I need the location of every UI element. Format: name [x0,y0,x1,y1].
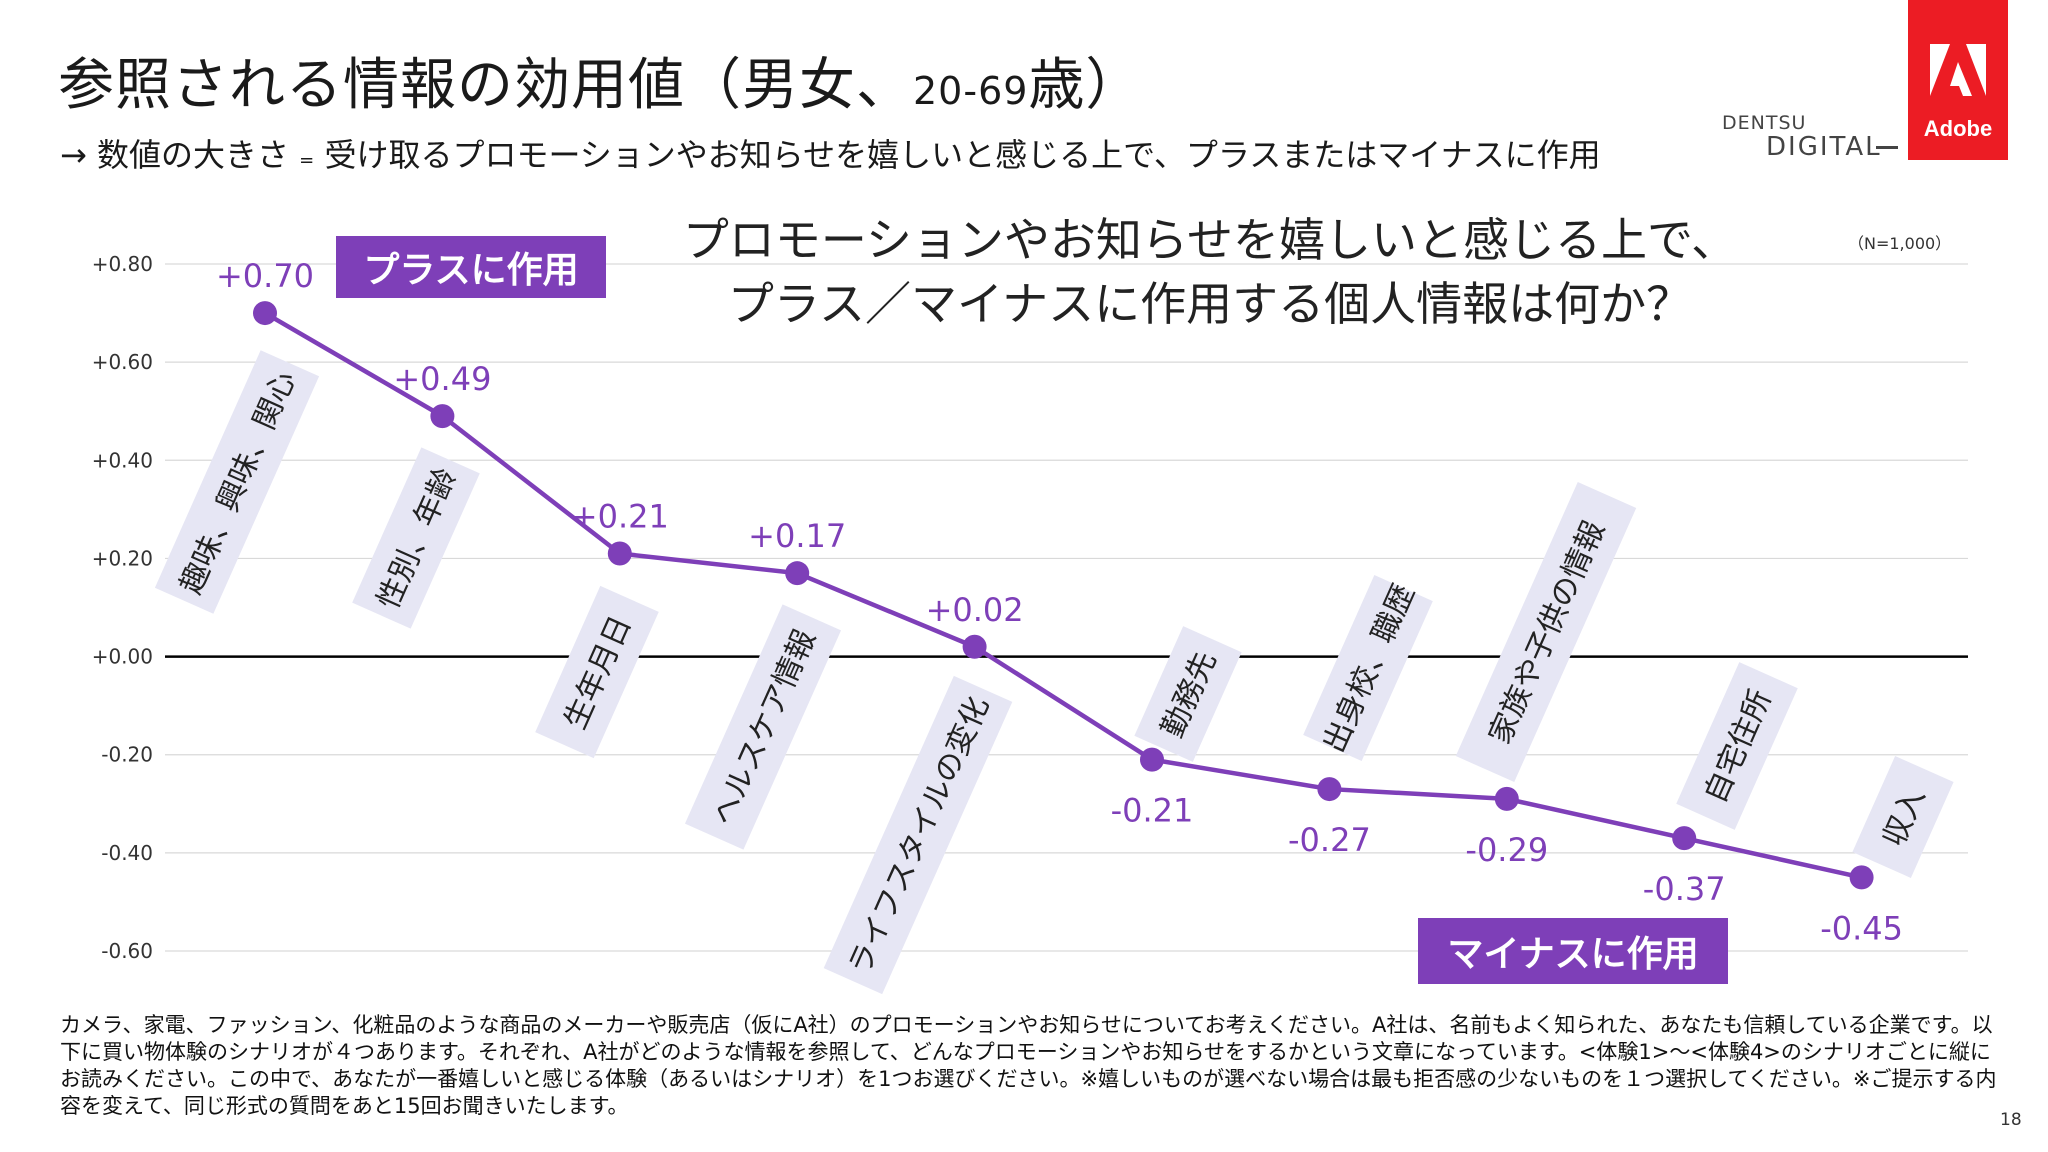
y-tick-label: +0.40 [92,448,153,472]
data-label: +0.49 [393,360,491,398]
data-label: -0.27 [1288,821,1371,859]
category-label-text: ライフスタイルの変化 [842,691,996,979]
category-label-box [1676,662,1798,830]
y-tick-label: +0.00 [92,645,153,669]
data-point [1672,826,1697,851]
data-point [785,561,810,586]
data-point [1317,777,1342,802]
dentsu-logo-line1: DENTSU [1722,112,1807,134]
series-line [263,311,1863,880]
title-age: 20-69 [913,69,1029,113]
data-label: -0.21 [1111,792,1194,830]
data-label: +0.21 [571,498,669,536]
arrow-icon: → [60,136,87,174]
category-label-box [1303,575,1433,761]
title-end: 歳） [1028,53,1143,118]
category-label: 趣味、興味、関心 [154,350,320,614]
category-label-box [823,675,1013,995]
y-tick-label: +0.60 [92,350,153,374]
data-point [962,634,987,659]
adobe-logo-label: Adobe [1923,116,1993,141]
data-point [430,404,455,429]
page-title: 参照される情報の効用値（男女、20-69歳） [58,40,1142,121]
y-tick-label: +0.20 [92,546,153,570]
category-label-box [1134,626,1242,762]
chart-heading: プロモーションやお知らせを嬉しいと感じる上で、 プラス／マイナスに作用する個人情… [560,208,1860,336]
utility-line-chart: +0.80 +0.60 +0.40 +0.20 +0.00 -0.20 -0.40 -0.60… [92,252,1968,995]
y-tick-label: -0.20 [101,743,153,767]
category-label: ヘルスケア情報 [684,604,842,850]
data-point [1494,786,1519,811]
data-label: +0.70 [216,257,314,295]
series-line-layer [253,301,1874,890]
y-tick-label: +0.80 [92,252,153,276]
data-label: -0.29 [1465,831,1548,869]
category-label: 出身校、職歴 [1303,575,1433,761]
category-label: 生年月日 [535,585,659,759]
data-point [1849,865,1874,890]
data-point [607,541,632,566]
data-point [1140,747,1164,772]
category-label-box [535,585,659,759]
category-label: ライフスタイルの変化 [823,675,1013,995]
dentsu-logo-line2: DIGITAL [1766,132,1882,162]
data-label: +0.02 [926,591,1024,629]
y-tick-label: -0.40 [101,841,153,865]
adobe-logo: Adobe [1908,0,2008,160]
category-label: 性別、年齢 [352,447,480,629]
subtitle: → 数値の大きさ = 受け取るプロモーションやお知らせを嬉しいと感じる上で、プラ… [60,130,1601,176]
category-label-box [1455,481,1637,783]
category-label-box [352,447,480,629]
plus-effect-tag: プラスに作用 [336,236,606,298]
subtitle-part-b: 受け取るプロモーションやお知らせを嬉しいと感じる上で、プラスまたはマイナスに作用 [324,136,1601,174]
category-label: 家族や子供の情報 [1455,481,1637,783]
category-label: 勤務先 [1134,626,1242,762]
chart-heading-line1: プロモーションやお知らせを嬉しいと感じる上で、 [682,213,1738,267]
sample-size-note: （N=1,000） [1848,234,1952,253]
y-tick-label: -0.60 [101,939,153,963]
category-label: 自宅住所 [1676,662,1798,830]
category-label: 収入 [1852,756,1954,878]
subtitle-part-a: 数値の大きさ [96,136,289,174]
data-label: -0.37 [1643,870,1726,908]
adobe-a-icon [1930,44,1986,96]
dentsu-digital-logo: DENTSU DIGITAL [1718,112,1898,164]
survey-question-note: カメラ、家電、ファッション、化粧品のような商品のメーカーや販売店（仮にA社）のプ… [60,1013,1997,1118]
category-label-box [684,604,842,850]
page-number: 18 [2000,1110,2022,1130]
title-main: 参照される情報の効用値（男女、 [58,53,913,118]
dentsu-logo-bar [1876,146,1898,149]
data-label: +0.17 [748,517,846,555]
data-point [253,301,277,326]
subtitle-equals: = [299,150,315,171]
data-labels: +0.70 +0.49 +0.21 +0.17 +0.02 -0.21 -0.27 -0.29… [216,257,1903,947]
chart-heading-line2: プラス／マイナスに作用する個人情報は何か？ [727,277,1693,331]
minus-effect-tag: マイナスに作用 [1418,918,1728,984]
data-label: -0.45 [1820,909,1903,947]
category-label-box [154,350,320,614]
category-label-box [1852,756,1954,878]
